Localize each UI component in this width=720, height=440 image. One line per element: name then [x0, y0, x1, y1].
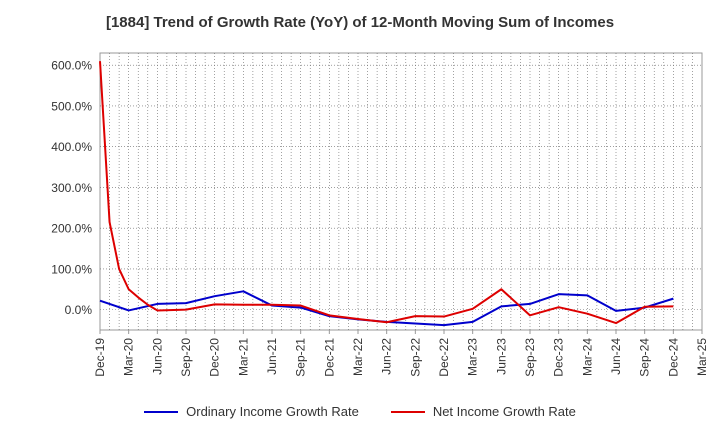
legend-label-ordinary-income: Ordinary Income Growth Rate	[186, 404, 359, 419]
y-tick-label: 100.0%	[51, 262, 92, 276]
x-tick-label: Dec-23	[552, 338, 566, 377]
legend-swatch-ordinary-income	[144, 410, 179, 413]
legend: Ordinary Income Growth Rate Net Income G…	[0, 404, 720, 419]
x-tick-label: Dec-24	[666, 338, 680, 377]
x-tick-label: Dec-20	[208, 338, 222, 377]
x-tick-label: Jun-24	[609, 338, 623, 375]
x-tick-label: Dec-19	[93, 338, 107, 377]
chart-title: [1884] Trend of Growth Rate (YoY) of 12-…	[105, 14, 615, 31]
x-tick-label: Sep-20	[179, 338, 193, 377]
x-tick-label: Jun-23	[494, 338, 508, 375]
y-tick-label: 0.0%	[65, 303, 93, 317]
series-line-net-income	[99, 61, 674, 325]
x-tick-label: Jun-22	[380, 338, 394, 375]
legend-swatch-net-income	[390, 410, 425, 413]
legend-item-net-income: Net Income Growth Rate	[390, 404, 576, 419]
y-tick-label: 500.0%	[51, 99, 92, 113]
x-tick-label: Mar-24	[580, 338, 594, 376]
x-tick-label: Mar-21	[236, 338, 250, 376]
y-tick-label: 300.0%	[51, 181, 92, 195]
x-tick-label: Sep-22	[408, 338, 422, 377]
x-tick-label: Jun-21	[265, 338, 279, 375]
x-tick-label: Sep-23	[523, 338, 537, 377]
y-tick-label: 600.0%	[51, 59, 92, 73]
x-tick-label: Dec-21	[322, 338, 336, 377]
x-tick-label: Mar-20	[122, 338, 136, 376]
x-tick-label: Mar-25	[695, 338, 709, 376]
x-tick-label: Dec-22	[437, 338, 451, 377]
x-tick-label: Sep-24	[638, 338, 652, 377]
x-tick-label: Sep-21	[294, 338, 308, 377]
legend-label-net-income: Net Income Growth Rate	[432, 404, 576, 419]
x-tick-label: Mar-23	[466, 338, 480, 376]
y-tick-label: 400.0%	[51, 140, 92, 154]
legend-item-ordinary-income: Ordinary Income Growth Rate	[144, 404, 359, 419]
x-tick-label: Mar-22	[351, 338, 365, 376]
plot-area	[99, 52, 703, 331]
y-tick-label: 200.0%	[51, 222, 92, 236]
x-tick-label: Jun-20	[150, 338, 164, 375]
